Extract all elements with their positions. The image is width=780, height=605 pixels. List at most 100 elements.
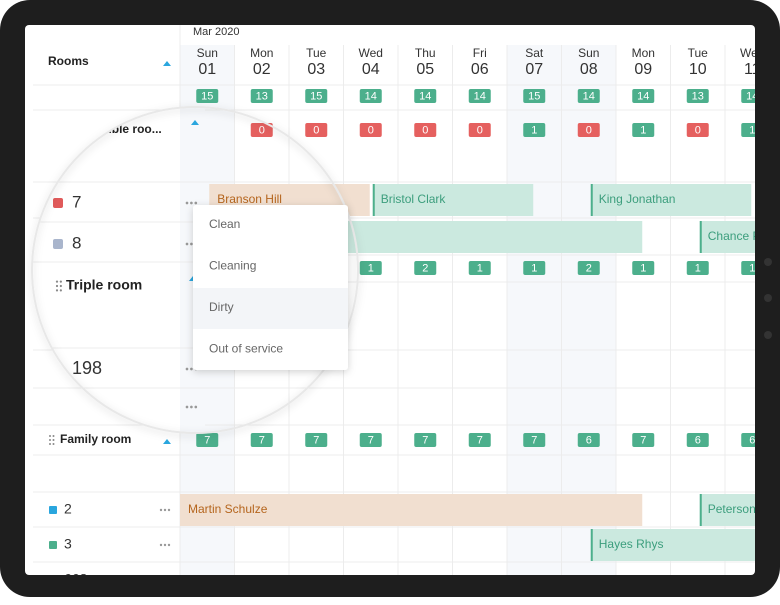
menu-item[interactable]: Cleaning — [209, 259, 256, 273]
more-button[interactable] — [190, 242, 193, 246]
day-name: Thu — [415, 46, 436, 60]
booking[interactable] — [699, 221, 756, 253]
count-badge — [305, 89, 328, 103]
count-badge — [414, 123, 437, 137]
count-badge — [577, 433, 600, 447]
menu-item[interactable]: Clean — [209, 217, 240, 231]
count-badge — [196, 89, 219, 103]
count-badge — [686, 123, 709, 137]
drag-handle — [52, 443, 55, 445]
day-number: 07 — [525, 61, 543, 78]
more-button[interactable] — [185, 405, 189, 409]
booking[interactable] — [699, 494, 756, 526]
count-label: 0 — [477, 124, 483, 136]
room-color — [53, 198, 63, 208]
count-label: 6 — [695, 434, 701, 446]
booking-edge — [590, 529, 593, 561]
more-button[interactable] — [163, 508, 167, 512]
count-badge — [414, 261, 437, 275]
drag-handle — [55, 280, 59, 283]
count-label: 1 — [531, 124, 537, 136]
count-badge — [577, 89, 600, 103]
count-badge — [250, 89, 273, 103]
day-number: 04 — [362, 61, 380, 78]
drag-handle — [49, 443, 51, 445]
booking[interactable] — [372, 184, 534, 216]
guest-name: Peterson — [708, 502, 756, 516]
guest-name: Martin Schulze — [188, 502, 268, 516]
more-button[interactable] — [185, 367, 189, 371]
more-button[interactable] — [194, 405, 198, 409]
booking[interactable] — [590, 184, 752, 216]
booking[interactable] — [180, 494, 643, 526]
guest-name: Bristol Clark — [381, 192, 447, 206]
count-label: 1 — [695, 262, 701, 274]
status-menu: Clean Cleaning Dirty Out of service — [193, 205, 348, 370]
count-label: 0 — [695, 124, 701, 136]
room-color — [49, 506, 57, 514]
count-badge — [741, 433, 755, 447]
count-label: 7 — [313, 434, 319, 446]
day-name: Wed — [359, 46, 383, 60]
day-name: Mon — [250, 46, 273, 60]
day-name: Sun — [578, 46, 599, 60]
day-number: 10 — [689, 61, 707, 78]
count-label: 13 — [256, 90, 268, 102]
count-label: 0 — [422, 124, 428, 136]
count-label: 15 — [528, 90, 540, 102]
more-button[interactable] — [190, 367, 193, 371]
count-badge — [468, 433, 491, 447]
more-button[interactable] — [163, 543, 167, 547]
drag-handle — [49, 439, 51, 441]
menu-item[interactable]: Out of service — [209, 342, 283, 356]
room-number: 2 — [64, 501, 72, 517]
count-badge — [468, 89, 491, 103]
month-label: Mar 2020 — [193, 26, 239, 38]
more-button[interactable] — [190, 201, 193, 205]
count-label: 1 — [531, 262, 537, 274]
screen: Mar 2020RoomsSun01Mon02Tue03Wed04Thu05Fr… — [25, 25, 761, 575]
guest-name: King Jonathan — [599, 192, 676, 206]
count-badge — [523, 261, 546, 275]
count-label: 7 — [477, 434, 483, 446]
count-badge — [741, 123, 755, 137]
count-label: 14 — [365, 90, 377, 102]
collapse-button[interactable] — [163, 439, 171, 444]
group-name: Family room — [60, 432, 131, 446]
count-label: 6 — [586, 434, 592, 446]
count-label: 0 — [259, 124, 265, 136]
more-button[interactable] — [185, 201, 189, 205]
booking[interactable] — [590, 529, 756, 561]
count-label: 7 — [204, 434, 210, 446]
more-button[interactable] — [194, 201, 198, 205]
count-label: 14 — [583, 90, 595, 102]
count-label: 15 — [310, 90, 322, 102]
more-button[interactable] — [159, 508, 163, 512]
collapse-button[interactable] — [191, 120, 199, 125]
day-name: Mon — [632, 46, 655, 60]
booking-edge — [372, 184, 375, 216]
more-button[interactable] — [159, 543, 163, 547]
count-label: 7 — [640, 434, 646, 446]
count-badge — [523, 433, 546, 447]
room-number: 8 — [72, 233, 81, 252]
count-badge — [414, 89, 437, 103]
more-button[interactable] — [185, 242, 189, 246]
room-color — [49, 541, 57, 549]
day-number: 05 — [416, 61, 434, 78]
drag-handle — [59, 280, 62, 283]
day-number: 11 — [744, 61, 761, 78]
count-badge — [741, 261, 755, 275]
count-badge — [250, 123, 273, 137]
day-name: Sat — [525, 46, 544, 60]
room-color — [53, 239, 63, 249]
day-name: Fri — [473, 46, 487, 60]
count-label: 1 — [749, 262, 755, 274]
more-button[interactable] — [167, 543, 171, 547]
count-label: 7 — [259, 434, 265, 446]
sort-button[interactable] — [163, 61, 171, 66]
menu-item[interactable]: Dirty — [209, 300, 234, 314]
more-button[interactable] — [167, 508, 171, 512]
more-button[interactable] — [190, 405, 193, 409]
